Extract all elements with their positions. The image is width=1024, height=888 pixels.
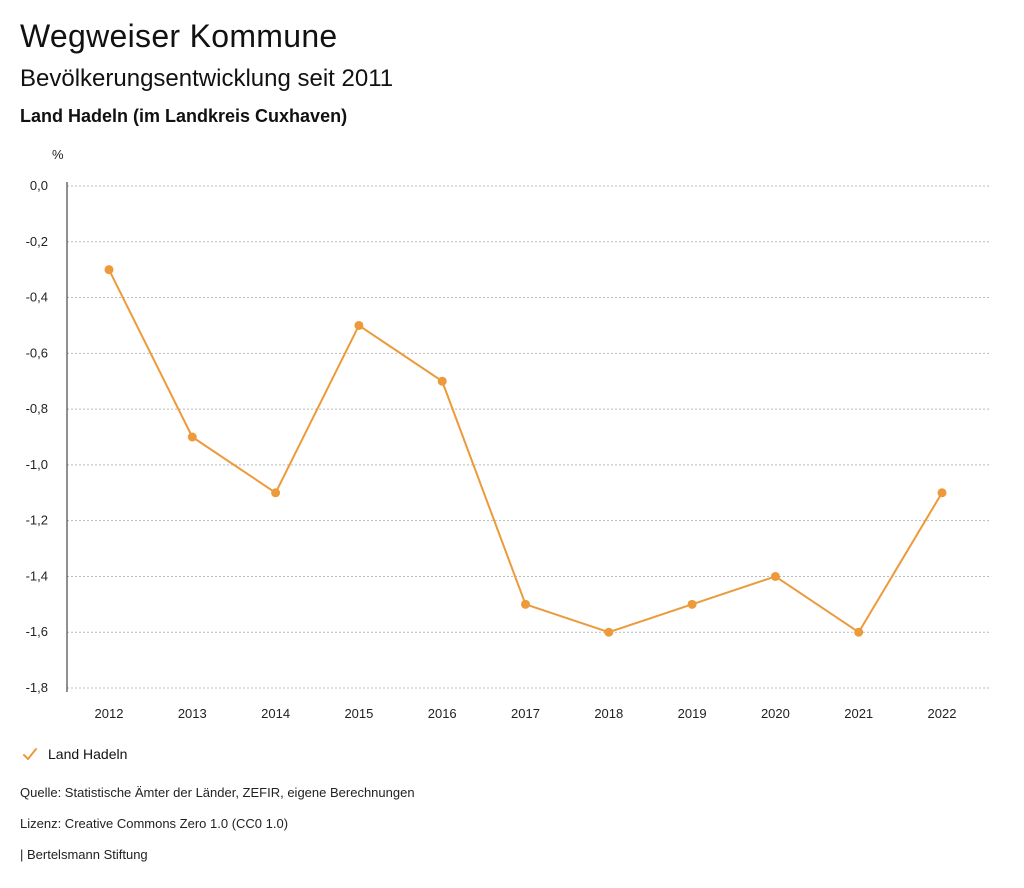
x-tick-label: 2014 bbox=[261, 706, 290, 721]
line-chart: % 0,0 -0,2 -0,4 -0,6 -0,8 -1,0 -1,2 -1,4 -1,6 -1,… bbox=[26, 147, 990, 721]
y-tick-label: -0,8 bbox=[26, 401, 48, 416]
source-note: Quelle: Statistische Ämter der Länder, Z… bbox=[20, 785, 415, 800]
data-point[interactable] bbox=[521, 599, 530, 609]
series-line bbox=[108, 269, 943, 634]
data-point[interactable] bbox=[271, 488, 281, 498]
data-point[interactable] bbox=[104, 265, 114, 275]
license-note: Lizenz: Creative Commons Zero 1.0 (CC0 1… bbox=[20, 816, 289, 831]
y-tick-label: -1,0 bbox=[26, 457, 48, 472]
legend[interactable]: Land Hadeln bbox=[22, 744, 127, 764]
legend-label: Land Hadeln bbox=[48, 746, 128, 762]
data-point[interactable] bbox=[854, 627, 864, 637]
data-point[interactable] bbox=[687, 599, 697, 609]
chart-title: Wegweiser Kommune bbox=[20, 18, 338, 54]
publisher-note: | Bertelsmann Stiftung bbox=[20, 847, 148, 862]
y-tick-label: -0,2 bbox=[26, 234, 48, 249]
y-tick-label: -1,8 bbox=[26, 680, 48, 695]
data-point[interactable] bbox=[437, 376, 447, 386]
data-point[interactable] bbox=[187, 432, 197, 442]
x-tick-label: 2015 bbox=[344, 706, 373, 721]
y-axis-unit-label: % bbox=[52, 147, 64, 162]
x-tick-label: 2021 bbox=[844, 706, 873, 721]
y-tick-label: -1,2 bbox=[26, 513, 48, 528]
y-tick-label: -0,6 bbox=[26, 345, 48, 360]
y-tick-label: -1,6 bbox=[26, 624, 48, 639]
x-tick-label: 2020 bbox=[761, 706, 790, 721]
y-tick-label: -0,4 bbox=[26, 290, 48, 305]
series-group bbox=[104, 265, 947, 637]
x-tick-label: 2017 bbox=[511, 706, 540, 721]
grid-lines bbox=[67, 185, 990, 689]
x-axis-ticks: 2012 2013 2014 2015 2016 2017 2018 2019 2020 2021… bbox=[95, 706, 957, 721]
x-tick-label: 2019 bbox=[678, 706, 707, 721]
x-tick-label: 2018 bbox=[594, 706, 623, 721]
data-point[interactable] bbox=[354, 320, 364, 330]
y-tick-label: 0,0 bbox=[30, 178, 48, 193]
y-tick-label: -1,4 bbox=[26, 568, 48, 583]
x-tick-label: 2022 bbox=[928, 706, 957, 721]
x-tick-label: 2013 bbox=[178, 706, 207, 721]
data-point[interactable] bbox=[937, 488, 947, 498]
region-label: Land Hadeln (im Landkreis Cuxhaven) bbox=[20, 106, 348, 126]
x-tick-label: 2016 bbox=[428, 706, 457, 721]
chart-subtitle: Bevölkerungsentwicklung seit 2011 bbox=[20, 65, 394, 92]
check-icon bbox=[23, 748, 37, 760]
data-point[interactable] bbox=[604, 627, 614, 637]
data-point[interactable] bbox=[770, 571, 780, 581]
y-axis-ticks: 0,0 -0,2 -0,4 -0,6 -0,8 -1,0 -1,2 -1,4 -1,6 -1,8 bbox=[26, 178, 48, 695]
x-tick-label: 2012 bbox=[95, 706, 124, 721]
